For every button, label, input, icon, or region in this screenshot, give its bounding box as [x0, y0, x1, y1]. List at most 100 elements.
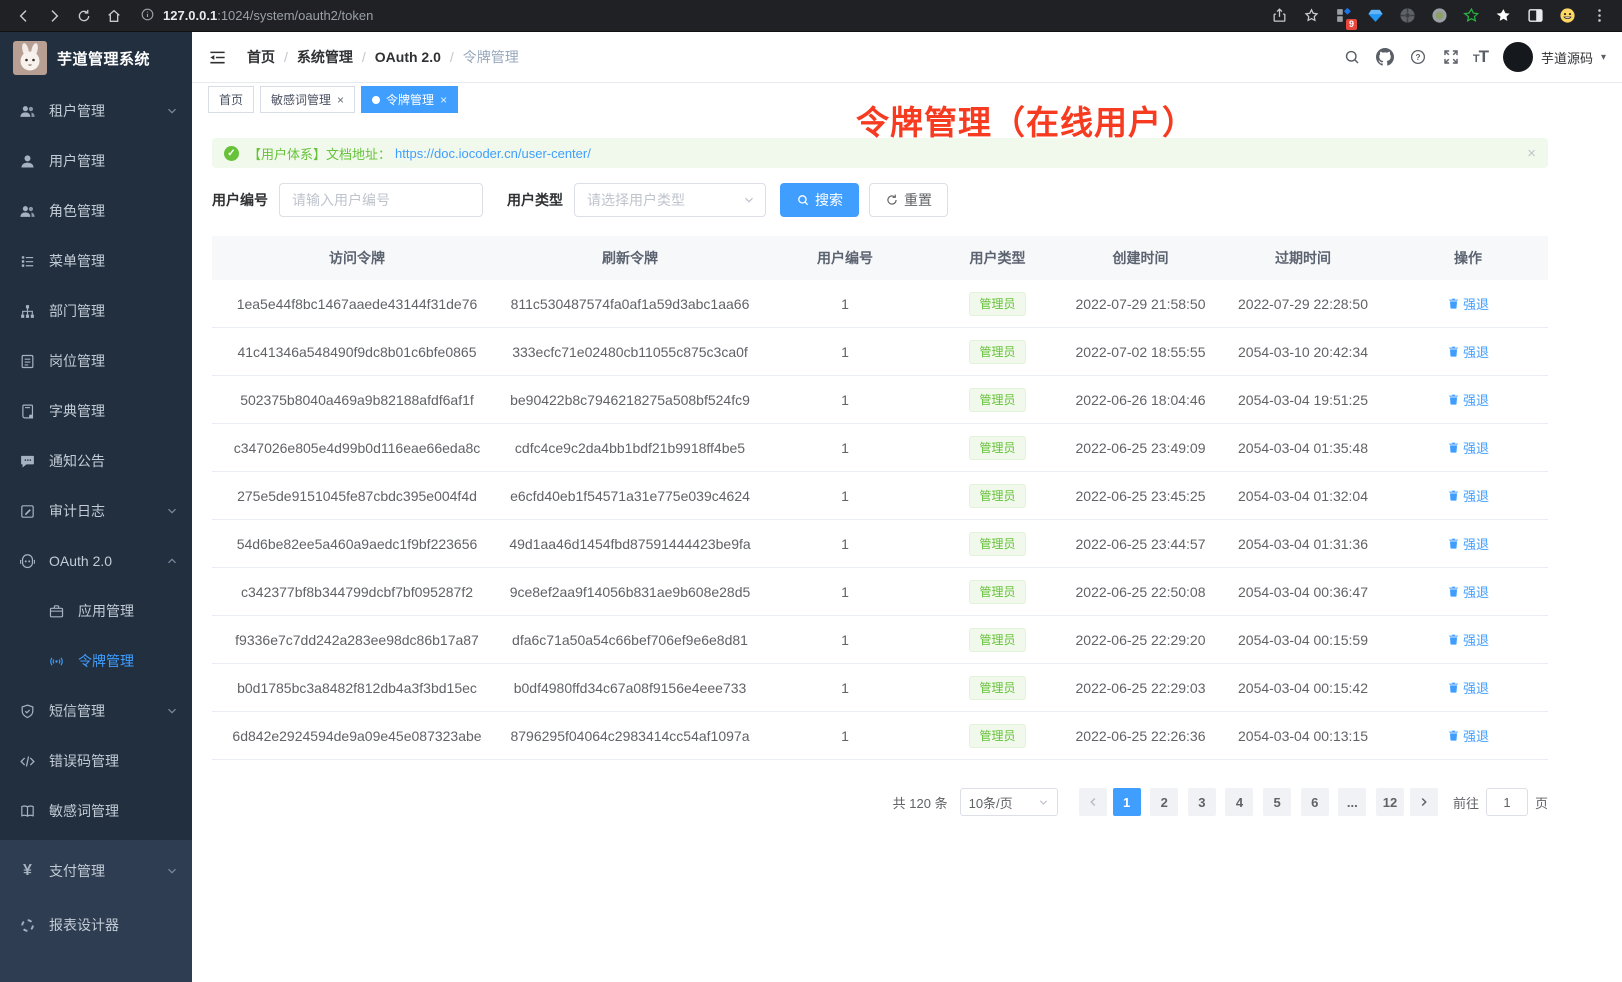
- user-type-cell: 管理员: [932, 339, 1063, 364]
- user-type-cell: 管理员: [932, 723, 1063, 748]
- sidebar-item[interactable]: 角色管理: [0, 186, 192, 236]
- sidebar-item[interactable]: 错误码管理: [0, 736, 192, 786]
- app-logo-header[interactable]: 芋道管理系统: [0, 32, 192, 84]
- forward-icon[interactable]: [40, 3, 68, 29]
- dot-circle-extension-icon[interactable]: [1426, 3, 1452, 29]
- force-logout-button[interactable]: 强退: [1447, 438, 1489, 457]
- filter-form: 用户编号 用户类型 请选择用户类型 搜索 重置: [212, 183, 1548, 217]
- back-icon[interactable]: [10, 3, 38, 29]
- green-star-extension-icon[interactable]: [1458, 3, 1484, 29]
- alert-text: 【用户体系】文档地址：: [248, 146, 392, 162]
- column-header: 访问令牌: [329, 250, 385, 266]
- token-table: 访问令牌 刷新令牌 用户编号 用户类型 创建时间 过期时间 操作 1ea5e44…: [212, 236, 1548, 760]
- collapse-sidebar-icon[interactable]: [208, 46, 230, 68]
- share-icon[interactable]: [1266, 3, 1292, 29]
- site-info-icon[interactable]: [140, 7, 155, 25]
- close-icon[interactable]: ×: [337, 92, 345, 107]
- column-header: 过期时间: [1275, 250, 1331, 266]
- sidebar-item[interactable]: 应用管理: [0, 586, 192, 636]
- page-button[interactable]: 3: [1187, 788, 1216, 816]
- bookmark-star-icon[interactable]: [1298, 3, 1324, 29]
- page-size-select[interactable]: 10条/页: [959, 788, 1058, 816]
- page-button[interactable]: ...: [1338, 788, 1367, 816]
- user-id-input[interactable]: [279, 183, 483, 217]
- github-icon[interactable]: [1374, 46, 1396, 68]
- tab[interactable]: 敏感词管理 ×: [260, 86, 356, 113]
- breadcrumb-item[interactable]: OAuth 2.0: [374, 49, 441, 65]
- page-button[interactable]: 5: [1263, 788, 1292, 816]
- force-logout-button[interactable]: 强退: [1447, 678, 1489, 697]
- user-id-cell: 1: [841, 295, 849, 312]
- page-button[interactable]: 2: [1150, 788, 1179, 816]
- font-size-icon[interactable]: TT: [1472, 47, 1489, 66]
- close-icon[interactable]: ×: [440, 92, 448, 107]
- sidebar-item[interactable]: 部门管理: [0, 286, 192, 336]
- browser-menu-dots-icon[interactable]: [1586, 3, 1612, 29]
- search-button[interactable]: 搜索: [780, 183, 859, 217]
- page-buttons: 1 2 3 4 5 6 ... 12: [1110, 788, 1407, 816]
- page-button[interactable]: 6: [1300, 788, 1329, 816]
- force-logout-button[interactable]: 强退: [1447, 726, 1489, 745]
- sidebar-item[interactable]: 字典管理: [0, 386, 192, 436]
- sidebar-item-label: OAuth 2.0: [49, 553, 113, 569]
- force-logout-button[interactable]: 强退: [1447, 534, 1489, 553]
- page-button[interactable]: 4: [1225, 788, 1254, 816]
- browser-toolbar: 127.0.0.1:1024/system/oauth2/token 9: [0, 0, 1622, 32]
- home-icon[interactable]: [100, 3, 128, 29]
- sidebar-item[interactable]: 菜单管理: [0, 236, 192, 286]
- user-type-cell: 管理员: [932, 627, 1063, 652]
- sidebar-item-label: 用户管理: [49, 153, 105, 169]
- help-icon[interactable]: ?: [1407, 46, 1429, 68]
- sidebar-item[interactable]: 租户管理: [0, 86, 192, 136]
- wheel-extension-icon[interactable]: [1394, 3, 1420, 29]
- prev-page-button[interactable]: [1078, 788, 1107, 816]
- user-menu[interactable]: 芋道源码 ▾: [1502, 42, 1606, 72]
- force-logout-button[interactable]: 强退: [1447, 294, 1489, 313]
- force-logout-button[interactable]: 强退: [1447, 630, 1489, 649]
- reset-button[interactable]: 重置: [869, 183, 948, 217]
- alert-doc-link[interactable]: https://doc.iocoder.cn/user-center/: [395, 145, 591, 161]
- fullscreen-icon[interactable]: [1440, 46, 1462, 68]
- force-logout-button[interactable]: 强退: [1447, 390, 1489, 409]
- force-logout-button[interactable]: 强退: [1447, 342, 1489, 361]
- force-logout-button[interactable]: 强退: [1447, 486, 1489, 505]
- page-button[interactable]: 12: [1375, 788, 1404, 816]
- sidebar-toggle-icon[interactable]: [1522, 3, 1548, 29]
- tab[interactable]: 首页 ×: [208, 86, 255, 113]
- sensitive-book-icon: [19, 803, 36, 820]
- sidebar-menu-bottom: ¥ 支付管理 报表设计器: [0, 840, 192, 982]
- breadcrumb-item[interactable]: 首页: [247, 49, 275, 65]
- sidebar-item[interactable]: 敏感词管理: [0, 786, 192, 836]
- sidebar-item[interactable]: 令牌管理: [0, 636, 192, 686]
- force-logout-button[interactable]: 强退: [1447, 582, 1489, 601]
- active-dot-icon: [372, 95, 381, 104]
- address-bar[interactable]: 127.0.0.1:1024/system/oauth2/token: [130, 2, 1264, 30]
- page-button[interactable]: 1: [1112, 788, 1141, 816]
- sidebar-item[interactable]: 通知公告: [0, 436, 192, 486]
- table-row: f9336e7c7dd242a283ee98dc86b17a87 dfa6c71…: [212, 616, 1548, 664]
- sidebar-item-label: 短信管理: [49, 703, 105, 719]
- alert-close-icon[interactable]: ×: [1527, 144, 1536, 162]
- table-row: c342377bf8b344799dcbf7bf095287f2 9ce8ef2…: [212, 568, 1548, 616]
- next-page-button[interactable]: [1409, 788, 1438, 816]
- goto-page-input[interactable]: [1485, 788, 1528, 816]
- extension-grid-icon[interactable]: 9: [1330, 3, 1357, 30]
- sidebar-item[interactable]: 短信管理: [0, 686, 192, 736]
- refresh-token-cell: 333ecfc71e02480cb11055c875c3ca0f: [512, 343, 748, 360]
- white-star-extension-icon[interactable]: [1490, 3, 1516, 29]
- user-type-select[interactable]: 请选择用户类型: [574, 183, 766, 217]
- user-type-cell: 管理员: [932, 579, 1063, 604]
- trash-icon: [1449, 730, 1458, 741]
- gem-extension-icon[interactable]: [1362, 3, 1388, 29]
- reload-icon[interactable]: [70, 3, 98, 29]
- breadcrumb-item[interactable]: 系统管理: [296, 49, 353, 65]
- search-icon[interactable]: [1341, 46, 1363, 68]
- sidebar-item[interactable]: 用户管理: [0, 136, 192, 186]
- emoji-extension-icon[interactable]: [1554, 3, 1580, 29]
- sidebar-item[interactable]: ¥ 支付管理: [0, 844, 192, 898]
- sidebar-item[interactable]: 岗位管理: [0, 336, 192, 386]
- tab[interactable]: 令牌管理 ×: [361, 86, 459, 113]
- sidebar-item[interactable]: 报表设计器: [0, 898, 192, 952]
- sidebar-item[interactable]: 审计日志: [0, 486, 192, 536]
- sidebar-item[interactable]: OAuth 2.0: [0, 536, 192, 586]
